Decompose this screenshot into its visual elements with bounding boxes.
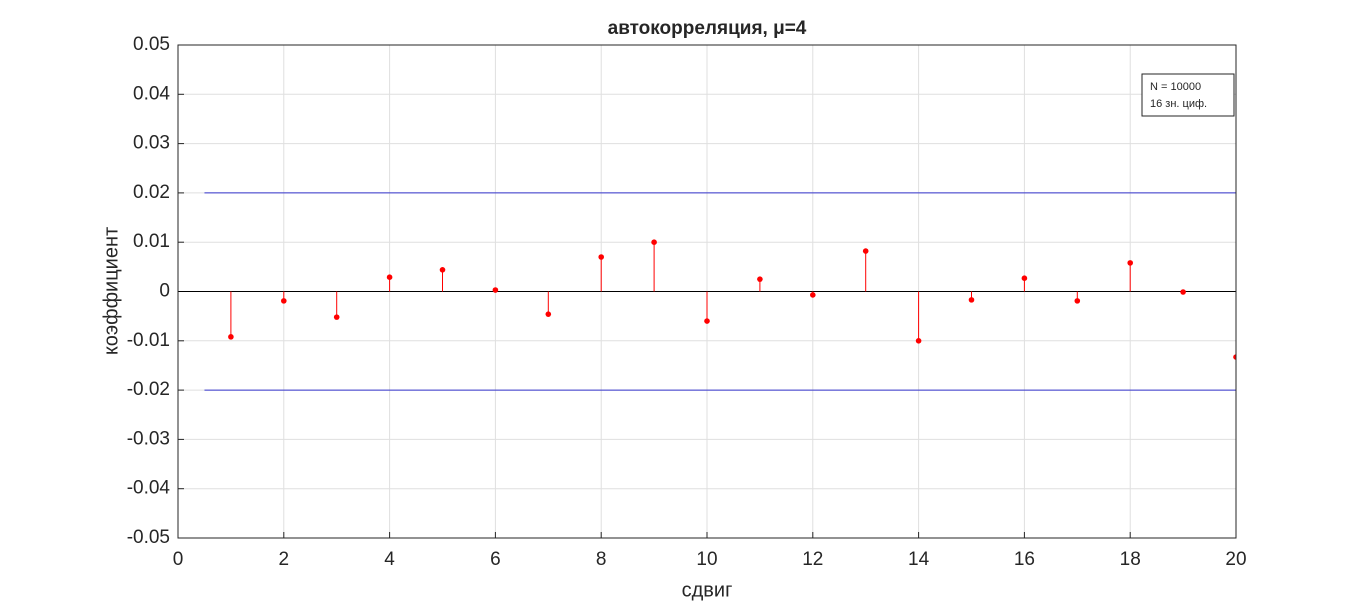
annotation: N = 10000 [1150, 81, 1201, 93]
x-axis-label: сдвиг [682, 579, 733, 601]
stem-marker [333, 314, 340, 320]
stem-marker [545, 311, 552, 317]
x-tick-label: 4 [384, 549, 395, 570]
y-tick-label: 0.02 [133, 182, 170, 203]
x-tick-label: 16 [1014, 549, 1035, 570]
y-tick-label: 0.03 [133, 133, 170, 154]
chart-title: автокорреляция, μ=4 [608, 18, 807, 39]
x-tick-label: 6 [490, 549, 501, 570]
x-tick-label: 14 [908, 549, 930, 570]
y-axis-label: коэффициент [100, 227, 122, 355]
y-tick-label: 0 [159, 281, 170, 302]
y-tick-label: -0.03 [127, 428, 170, 449]
stem-marker [1021, 275, 1028, 281]
stem-marker [757, 276, 763, 282]
y-tick-label: -0.05 [127, 527, 170, 548]
x-tick-label: 20 [1225, 549, 1246, 570]
annotation-box [1141, 73, 1235, 117]
stem-marker [492, 287, 499, 293]
stem-marker [915, 338, 922, 344]
stem-marker [810, 292, 816, 298]
x-tick-label: 8 [596, 549, 607, 570]
stem-marker [704, 318, 710, 324]
annotation: 16 зн. циф. [1150, 98, 1207, 110]
stem-marker [1233, 354, 1236, 360]
stem-marker [598, 254, 604, 260]
y-tick-label: 0.04 [133, 83, 170, 104]
stem-marker [651, 239, 657, 245]
stem-marker [386, 274, 393, 281]
x-tick-label: 18 [1120, 549, 1141, 570]
stem-marker [439, 267, 446, 273]
x-tick-label: 10 [696, 549, 717, 570]
y-tick-label: -0.02 [127, 379, 170, 400]
stem-marker [968, 297, 975, 303]
stem-marker [281, 298, 287, 304]
y-tick-label: -0.04 [127, 478, 171, 499]
y-tick-label: -0.01 [127, 330, 170, 351]
stem-marker [1127, 260, 1133, 266]
y-tick-label: 0.05 [133, 34, 170, 55]
y-tick-label: 0.01 [133, 231, 170, 252]
x-tick-label: 12 [802, 549, 823, 570]
x-tick-label: 0 [173, 549, 184, 570]
axes-box [177, 44, 1237, 539]
stem-marker [228, 334, 234, 340]
x-tick-label: 2 [279, 549, 290, 570]
stem-marker [1180, 289, 1186, 295]
stem-marker [862, 248, 869, 254]
stem-marker [1074, 298, 1081, 304]
